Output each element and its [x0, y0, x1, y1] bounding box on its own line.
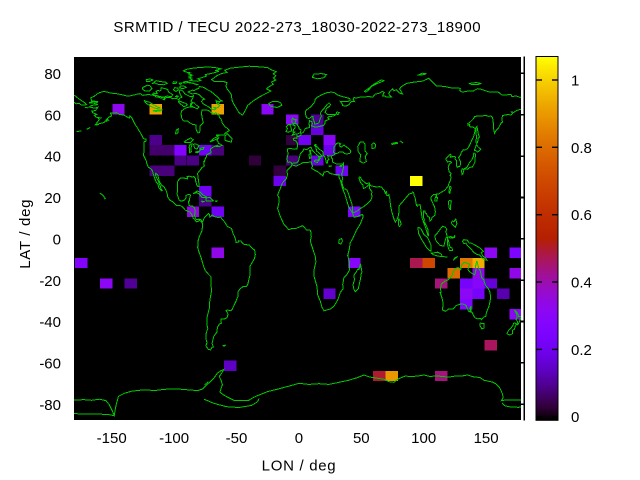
svg-text:60: 60 — [44, 107, 61, 124]
svg-text:-80: -80 — [39, 397, 61, 414]
svg-text:-60: -60 — [39, 356, 61, 373]
svg-text:LON / deg: LON / deg — [262, 457, 337, 474]
svg-text:20: 20 — [44, 190, 61, 207]
svg-text:SRMTID / TECU 2022-273_18030-2: SRMTID / TECU 2022-273_18030-2022-273_18… — [113, 19, 481, 36]
svg-text:0: 0 — [295, 430, 303, 447]
svg-text:0.8: 0.8 — [571, 140, 592, 157]
svg-text:-150: -150 — [97, 430, 127, 447]
svg-text:1: 1 — [571, 73, 579, 90]
svg-text:100: 100 — [411, 430, 436, 447]
svg-text:0.6: 0.6 — [571, 207, 592, 224]
svg-text:-100: -100 — [159, 430, 189, 447]
svg-text:80: 80 — [44, 66, 61, 83]
svg-text:0: 0 — [571, 409, 579, 426]
svg-text:0.2: 0.2 — [571, 342, 592, 359]
svg-text:0.4: 0.4 — [571, 275, 592, 292]
svg-text:-20: -20 — [39, 273, 61, 290]
svg-text:-50: -50 — [226, 430, 248, 447]
svg-text:0: 0 — [53, 231, 61, 248]
svg-text:-40: -40 — [39, 314, 61, 331]
svg-text:150: 150 — [474, 430, 499, 447]
svg-text:40: 40 — [44, 149, 61, 166]
svg-text:LAT / deg: LAT / deg — [17, 199, 34, 269]
svg-text:50: 50 — [353, 430, 370, 447]
